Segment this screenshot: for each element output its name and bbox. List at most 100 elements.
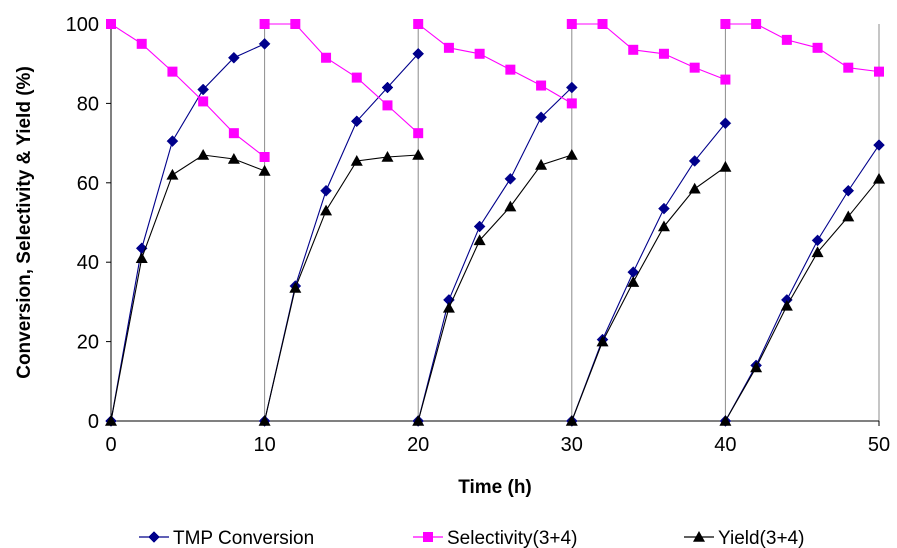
x-tick-label: 20 xyxy=(407,434,429,456)
x-axis-title: Time (h) xyxy=(458,477,532,498)
series-line xyxy=(571,23,726,81)
data-point xyxy=(413,19,424,29)
data-point xyxy=(198,96,209,107)
series-line xyxy=(110,154,265,422)
data-point xyxy=(505,64,516,75)
data-point xyxy=(657,220,670,232)
tick-labels: 0 20 40 60 80 100 0 10 20 30 40 50 xyxy=(66,14,891,456)
series-line xyxy=(110,23,265,158)
data-point xyxy=(135,252,148,264)
data-point xyxy=(566,19,577,29)
legend-marker xyxy=(148,531,160,543)
data-point xyxy=(719,117,732,130)
data-point xyxy=(258,37,271,50)
legend-label: Yield(3+4) xyxy=(718,528,804,548)
data-point xyxy=(628,44,639,55)
legend-marker xyxy=(423,532,433,542)
series-line xyxy=(417,154,572,422)
data-point xyxy=(473,220,486,233)
data-point xyxy=(320,184,332,197)
legend-marker xyxy=(693,531,705,542)
data-point xyxy=(536,80,547,91)
data-point xyxy=(443,42,454,53)
data-point xyxy=(811,234,824,247)
legend-item: Selectivity(3+4) xyxy=(413,528,577,548)
series-line xyxy=(417,87,573,422)
y-tick-label: 20 xyxy=(77,332,99,354)
data-point xyxy=(320,204,333,216)
data-point xyxy=(688,155,701,167)
data-point xyxy=(473,234,486,246)
data-point xyxy=(259,151,270,162)
data-point xyxy=(350,115,363,128)
series-line xyxy=(724,144,880,422)
data-point xyxy=(597,19,608,29)
series-layer xyxy=(105,19,885,427)
data-point xyxy=(842,184,855,197)
x-tick-label: 30 xyxy=(561,434,583,456)
data-point xyxy=(720,74,731,85)
data-point xyxy=(227,152,240,164)
data-point xyxy=(105,415,117,426)
data-point xyxy=(565,149,578,160)
data-point xyxy=(719,415,732,426)
data-point xyxy=(321,52,332,63)
data-point xyxy=(842,210,855,222)
data-point xyxy=(565,81,578,94)
y-axis-title: Conversion, Selectivity & Yield (%) xyxy=(14,66,35,379)
data-point xyxy=(873,139,885,151)
data-point xyxy=(751,19,762,29)
y-tick-label: 60 xyxy=(77,173,99,195)
data-point xyxy=(658,48,669,59)
data-point xyxy=(351,72,362,83)
data-point xyxy=(290,19,301,29)
series-line xyxy=(264,154,419,422)
data-point xyxy=(166,168,179,180)
data-point xyxy=(381,81,394,94)
series-triangle xyxy=(105,149,885,426)
data-point xyxy=(474,48,485,59)
data-point xyxy=(688,182,701,194)
data-point xyxy=(750,361,763,373)
data-point xyxy=(874,66,884,77)
data-point xyxy=(412,415,425,426)
series-line xyxy=(417,23,573,104)
data-point xyxy=(689,62,700,73)
data-point xyxy=(350,154,363,166)
series-line xyxy=(264,23,419,134)
data-point xyxy=(228,128,239,139)
data-point xyxy=(780,299,793,311)
legend-item: TMP Conversion xyxy=(139,528,314,548)
data-point xyxy=(136,38,147,49)
data-point xyxy=(811,246,824,258)
series-square xyxy=(106,19,884,162)
data-point xyxy=(197,149,210,160)
legend: TMP Conversion Selectivity(3+4) Yield(3+4) xyxy=(139,528,804,548)
data-point xyxy=(843,62,854,73)
data-point xyxy=(781,34,792,45)
data-point xyxy=(627,276,640,287)
data-point xyxy=(259,19,270,29)
data-point xyxy=(504,172,517,185)
data-point xyxy=(596,335,609,347)
data-point xyxy=(258,415,271,426)
series-diamond xyxy=(105,37,885,427)
series-line xyxy=(571,122,726,422)
series-line xyxy=(110,43,265,422)
data-point xyxy=(658,202,670,215)
axes xyxy=(106,23,880,426)
data-point xyxy=(412,47,425,60)
series-line xyxy=(724,178,880,422)
data-point xyxy=(812,42,823,53)
data-point xyxy=(382,100,393,111)
legend-label: TMP Conversion xyxy=(173,528,314,548)
legend-label: Selectivity(3+4) xyxy=(447,528,577,548)
x-tick-label: 40 xyxy=(714,434,736,456)
data-point xyxy=(381,150,394,162)
x-tick-label: 0 xyxy=(105,434,116,456)
legend-item: Yield(3+4) xyxy=(684,528,804,548)
y-tick-label: 40 xyxy=(77,252,99,274)
data-point xyxy=(535,111,547,124)
series-line xyxy=(264,53,419,422)
